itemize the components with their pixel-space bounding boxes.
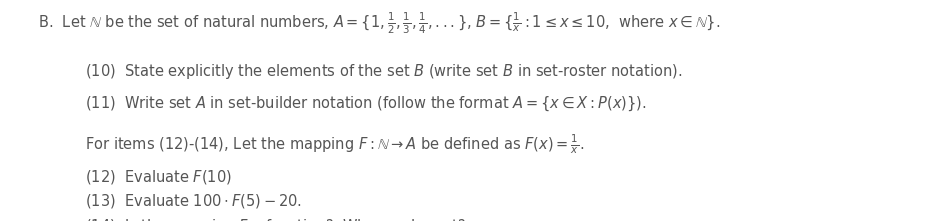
Text: (13)  Evaluate $100 \cdot F(5) - 20$.: (13) Evaluate $100 \cdot F(5) - 20$. (85, 192, 302, 210)
Text: (14)  Is the mapping $F$ a function?  Why or why not?: (14) Is the mapping $F$ a function? Why … (85, 217, 466, 221)
Text: (12)  Evaluate $F(10)$: (12) Evaluate $F(10)$ (85, 168, 232, 186)
Text: (10)  State explicitly the elements of the set $B$ (write set $B$ in set-roster : (10) State explicitly the elements of th… (85, 62, 683, 81)
Text: B.  Let $\mathbb{N}$ be the set of natural numbers, $A = \{1, \frac{1}{2}, \frac: B. Let $\mathbb{N}$ be the set of natura… (38, 11, 721, 36)
Text: For items (12)-(14), Let the mapping $F : \mathbb{N} \to A$ be defined as $F(x) : For items (12)-(14), Let the mapping $F … (85, 133, 584, 156)
Text: (11)  Write set $A$ in set-builder notation (follow the format $A = \{x \in X : : (11) Write set $A$ in set-builder notati… (85, 95, 647, 113)
